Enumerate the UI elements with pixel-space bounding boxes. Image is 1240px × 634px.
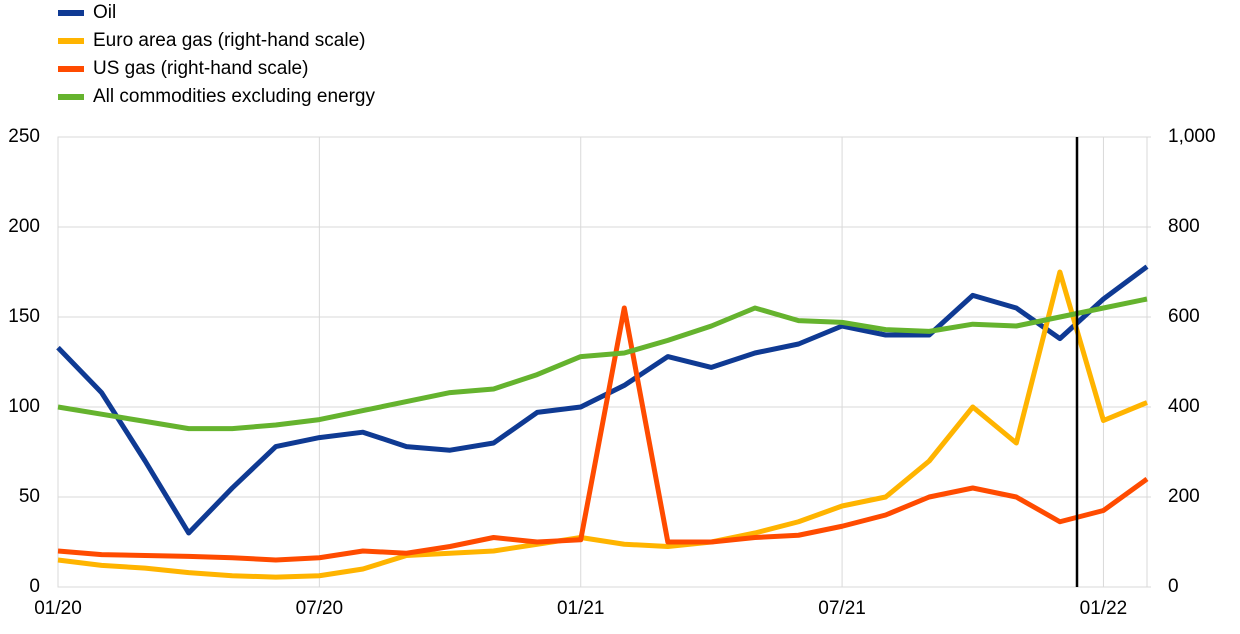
- y-tick-label: 0: [29, 576, 40, 597]
- x-tick-label: 01/20: [34, 598, 82, 619]
- x-tick-label: 01/22: [1080, 598, 1128, 619]
- y2-tick-label: 1,000: [1168, 126, 1216, 147]
- legend-label: All commodities excluding energy: [93, 86, 375, 107]
- series-line: [57, 296, 1148, 432]
- y2-tick-label: 800: [1168, 216, 1200, 237]
- x-tick-label: 07/21: [818, 598, 866, 619]
- legend-label: Euro area gas (right-hand scale): [93, 30, 365, 51]
- y-tick-label: 100: [8, 396, 40, 417]
- y-tick-label: 50: [19, 486, 40, 507]
- plot-frame: [57, 136, 1148, 588]
- y-tick-label: 250: [8, 126, 40, 147]
- series-line: [56, 264, 1149, 536]
- series-line: [57, 269, 1148, 580]
- x-tick-label: 07/20: [296, 598, 344, 619]
- y2-tick-label: 0: [1168, 576, 1179, 597]
- legend-label: Oil: [93, 2, 116, 23]
- y2-tick-label: 600: [1168, 306, 1200, 327]
- y-tick-label: 200: [8, 216, 40, 237]
- legend-label: US gas (right-hand scale): [93, 58, 308, 79]
- y-tick-label: 150: [8, 306, 40, 327]
- series-line: [57, 305, 1149, 563]
- x-tick-label: 01/21: [557, 598, 605, 619]
- y2-tick-label: 400: [1168, 396, 1200, 417]
- y2-tick-label: 200: [1168, 486, 1200, 507]
